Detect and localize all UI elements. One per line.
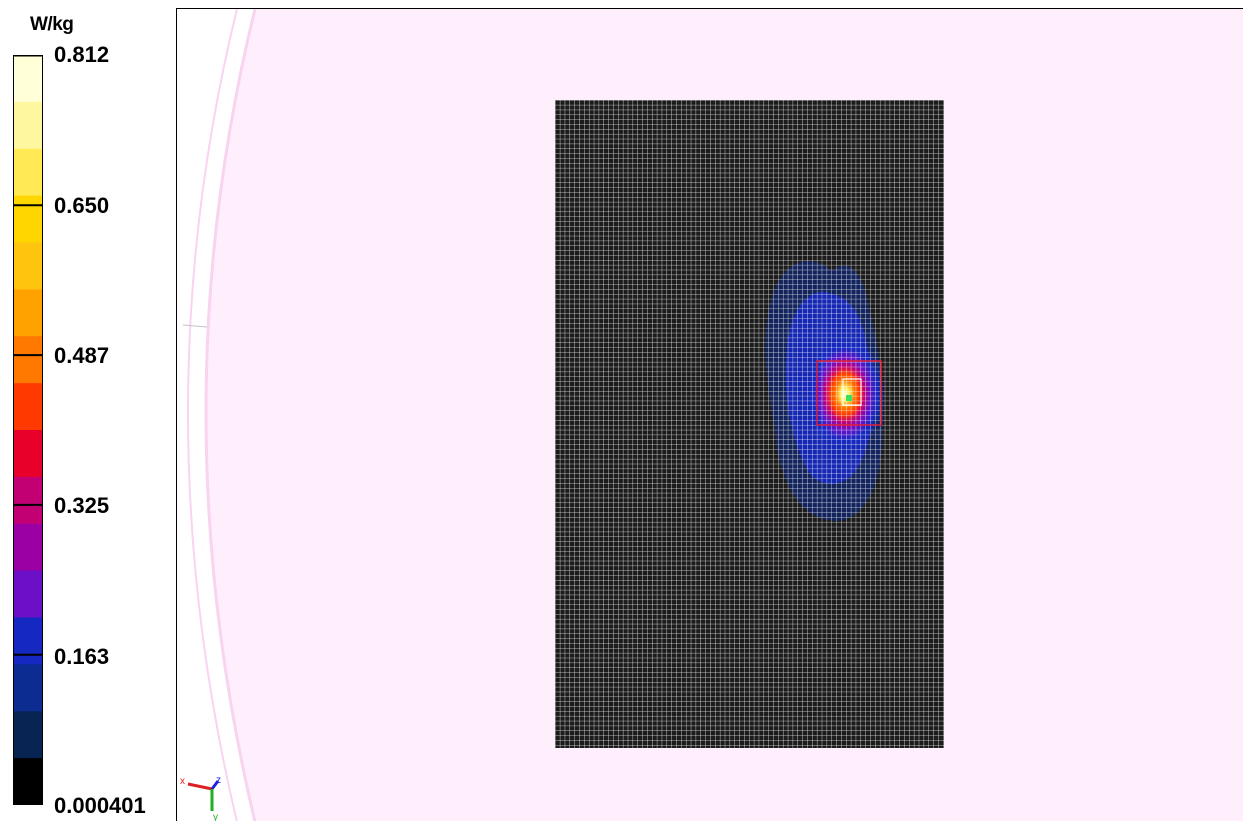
- colorbar-band: [13, 617, 43, 665]
- colorbar-band: [13, 55, 43, 103]
- colorbar-legend: W/kg 0.812 0.650 0.487 0.325 0.163 0.000…: [0, 0, 180, 821]
- colorbar-band: [13, 758, 43, 805]
- legend-tick-3: 0.487: [54, 343, 110, 368]
- colorbar-band: [13, 664, 43, 712]
- peak-location-box: [842, 378, 862, 406]
- peak-point-marker: [846, 395, 852, 401]
- colorbar-band: [13, 148, 43, 197]
- zoom-scan-box: [816, 360, 882, 426]
- colorbar-band: [13, 430, 43, 478]
- legend-tick-5: 0.163: [54, 644, 110, 669]
- legend-tick-4: 0.325: [54, 493, 110, 518]
- colorbar-band: [13, 242, 43, 290]
- colorbar-band: [13, 523, 43, 572]
- y-axis-label: y: [213, 812, 218, 821]
- colorbar-band: [13, 476, 43, 525]
- colorbar-band: [13, 195, 43, 243]
- x-axis-label: x: [180, 776, 185, 787]
- phantom-scene: [177, 9, 944, 821]
- scan-grid: [555, 100, 944, 748]
- legend-tick-max: 0.812: [54, 42, 110, 67]
- colorbar-band: [13, 383, 43, 431]
- legend-tick-2: 0.650: [54, 193, 110, 218]
- colorbar-band: [13, 711, 43, 759]
- 3d-viewport[interactable]: [176, 8, 1243, 821]
- axis-triad: x z y: [180, 775, 221, 821]
- colorbar-scale: [13, 55, 43, 805]
- z-axis-label: z: [216, 775, 221, 786]
- colorbar-band: [13, 570, 43, 618]
- colorbar-band: [13, 289, 43, 337]
- colorbar-band: [13, 101, 43, 150]
- legend-tick-min: 0.000401: [54, 793, 146, 818]
- legend-unit-label: W/kg: [30, 14, 74, 35]
- z-axis-line: [210, 780, 220, 790]
- x-axis-line: [187, 782, 213, 791]
- colorbar-band: [13, 336, 43, 384]
- phantom-shell: [177, 9, 257, 821]
